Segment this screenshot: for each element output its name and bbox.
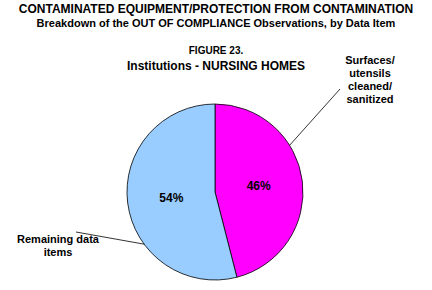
pie [127,104,303,280]
category-label: Surfaces/utensilscleaned/sanitized [345,54,395,105]
labels: 46% Surfaces/utensilscleaned/sanitized 54%… [17,54,395,258]
label-line: sanitized [346,93,393,105]
annotation: FIGURE 23. [189,45,244,56]
leader-line [76,232,144,244]
label-line: items [44,246,73,258]
data-label: 54% [159,191,183,205]
subtitle: Breakdown of the OUT OF COMPLIANCE Obser… [37,17,396,29]
slice [127,104,237,280]
data-label: 46% [247,179,271,193]
label-line: utensils [349,67,391,79]
leader-line [290,89,340,145]
annotation: Institutions - NURSING HOMES [127,59,305,73]
title: CONTAMINATED EQUIPMENT/PROTECTION FROM C… [19,2,413,16]
chart: CONTAMINATED EQUIPMENT/PROTECTION FROM C… [0,0,432,290]
label-line: Remaining data [17,233,100,245]
category-label: Remaining dataitems [17,233,100,258]
label-line: cleaned/ [348,80,392,92]
background [0,0,432,290]
label-line: Surfaces/ [345,54,395,66]
